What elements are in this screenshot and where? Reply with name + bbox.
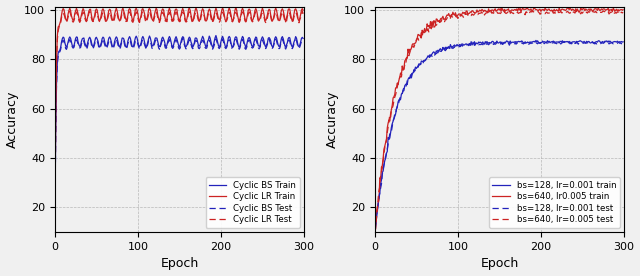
Cyclic BS Train bbox=[203, 44, 211, 47]
bs=640, lr0.005 train bbox=[597, 8, 605, 12]
bs=128, lr=0.001 train bbox=[372, 225, 380, 229]
bs=640, lr=0.005 test bbox=[371, 230, 379, 234]
bs=128, lr=0.001 test bbox=[519, 42, 527, 45]
Cyclic LR Test bbox=[260, 16, 268, 19]
Legend: Cyclic BS Train, Cyclic LR Train, Cyclic BS Test, Cyclic LR Test: Cyclic BS Train, Cyclic LR Train, Cyclic… bbox=[206, 177, 300, 228]
Line: bs=128, lr=0.001 train: bs=128, lr=0.001 train bbox=[375, 40, 623, 232]
bs=128, lr=0.001 test bbox=[596, 41, 604, 45]
bs=640, lr0.005 train bbox=[519, 7, 527, 10]
Cyclic LR Test bbox=[300, 12, 307, 15]
Cyclic BS Test bbox=[200, 39, 207, 43]
bs=128, lr=0.001 train bbox=[518, 39, 525, 43]
Cyclic LR Test bbox=[199, 11, 207, 15]
Cyclic LR Train bbox=[52, 116, 60, 120]
bs=640, lr0.005 train bbox=[518, 8, 525, 11]
Cyclic LR Train bbox=[203, 18, 211, 22]
Cyclic BS Test bbox=[204, 43, 211, 46]
Cyclic BS Test bbox=[199, 39, 207, 42]
bs=640, lr=0.005 test bbox=[518, 11, 525, 15]
Line: bs=128, lr=0.001 test: bs=128, lr=0.001 test bbox=[375, 42, 623, 229]
bs=640, lr=0.005 test bbox=[580, 10, 588, 14]
Cyclic BS Train bbox=[199, 35, 207, 38]
Cyclic LR Train bbox=[300, 9, 307, 12]
bs=128, lr=0.001 train bbox=[581, 41, 589, 44]
Line: Cyclic BS Train: Cyclic BS Train bbox=[55, 36, 303, 232]
Line: Cyclic LR Train: Cyclic LR Train bbox=[55, 7, 303, 231]
Cyclic BS Train bbox=[261, 44, 269, 47]
bs=128, lr=0.001 test bbox=[620, 41, 627, 44]
bs=640, lr=0.005 test bbox=[620, 10, 627, 14]
Cyclic LR Test bbox=[52, 119, 60, 122]
Cyclic BS Test bbox=[261, 46, 269, 49]
bs=640, lr=0.005 test bbox=[519, 12, 527, 15]
bs=640, lr0.005 train bbox=[581, 9, 589, 12]
Cyclic LR Train bbox=[277, 12, 285, 15]
Cyclic LR Train bbox=[261, 17, 269, 21]
Cyclic LR Train bbox=[198, 9, 205, 12]
Line: bs=640, lr0.005 train: bs=640, lr0.005 train bbox=[375, 7, 623, 230]
Cyclic BS Test bbox=[277, 42, 285, 46]
X-axis label: Epoch: Epoch bbox=[480, 258, 518, 270]
bs=640, lr=0.005 test bbox=[616, 9, 623, 12]
Cyclic BS Train bbox=[212, 34, 220, 37]
Line: Cyclic BS Test: Cyclic BS Test bbox=[55, 38, 303, 232]
Cyclic BS Test bbox=[52, 133, 60, 136]
bs=640, lr=0.005 test bbox=[596, 10, 604, 14]
bs=640, lr0.005 train bbox=[371, 229, 379, 232]
bs=640, lr=0.005 test bbox=[372, 223, 380, 226]
Legend: bs=128, lr=0.001 train, bs=640, lr0.005 train, bs=128, lr=0.001 test, bs=640, lr: bs=128, lr=0.001 train, bs=640, lr0.005 … bbox=[489, 177, 620, 228]
X-axis label: Epoch: Epoch bbox=[160, 258, 198, 270]
Cyclic BS Train bbox=[198, 37, 205, 40]
Cyclic LR Train bbox=[232, 6, 240, 9]
bs=640, lr0.005 train bbox=[523, 6, 531, 9]
bs=128, lr=0.001 test bbox=[371, 227, 379, 230]
Y-axis label: Accuracy: Accuracy bbox=[6, 91, 19, 148]
bs=128, lr=0.001 train bbox=[597, 41, 605, 44]
bs=128, lr=0.001 test bbox=[372, 223, 380, 226]
bs=128, lr=0.001 train bbox=[532, 39, 540, 42]
bs=128, lr=0.001 test bbox=[601, 40, 609, 43]
Line: Cyclic LR Test: Cyclic LR Test bbox=[55, 11, 303, 232]
Cyclic LR Test bbox=[198, 12, 205, 15]
bs=640, lr0.005 train bbox=[524, 7, 531, 10]
bs=128, lr=0.001 train bbox=[371, 230, 379, 234]
Cyclic BS Train bbox=[51, 230, 59, 234]
bs=128, lr=0.001 train bbox=[620, 40, 627, 43]
bs=640, lr0.005 train bbox=[620, 8, 627, 11]
Cyclic LR Train bbox=[51, 230, 59, 233]
Line: bs=640, lr=0.005 test: bs=640, lr=0.005 test bbox=[375, 11, 623, 232]
bs=128, lr=0.001 train bbox=[523, 41, 531, 44]
bs=128, lr=0.001 train bbox=[519, 40, 527, 44]
bs=128, lr=0.001 test bbox=[580, 41, 588, 45]
Cyclic LR Train bbox=[199, 7, 207, 10]
Cyclic BS Train bbox=[277, 40, 285, 43]
Cyclic BS Train bbox=[52, 130, 60, 134]
Cyclic LR Test bbox=[276, 19, 284, 23]
Cyclic BS Test bbox=[179, 37, 186, 40]
Cyclic BS Train bbox=[300, 37, 307, 40]
Cyclic LR Test bbox=[298, 9, 306, 12]
bs=128, lr=0.001 test bbox=[518, 41, 525, 45]
Cyclic LR Test bbox=[51, 230, 59, 234]
Cyclic BS Test bbox=[51, 230, 59, 234]
Cyclic LR Test bbox=[203, 20, 211, 23]
bs=640, lr=0.005 test bbox=[523, 11, 531, 14]
bs=128, lr=0.001 test bbox=[523, 42, 531, 45]
bs=640, lr0.005 train bbox=[372, 227, 380, 231]
Y-axis label: Accuracy: Accuracy bbox=[326, 91, 339, 148]
Cyclic BS Test bbox=[300, 39, 307, 43]
